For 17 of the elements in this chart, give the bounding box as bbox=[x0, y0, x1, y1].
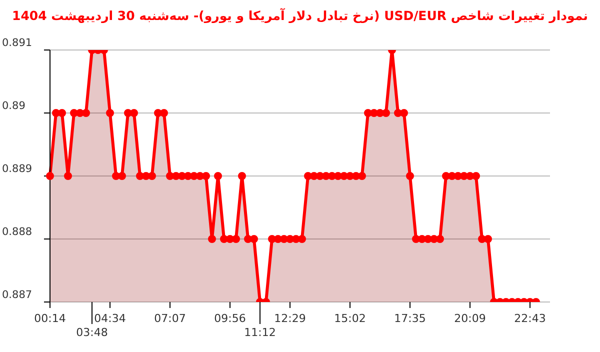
chart-title: نمودار تغییرات شاخص USD/EUR (نرخ تبادل دلار آمریکا و یورو)- سه‌شنبه 30 اردیبهشت 1404 bbox=[11, 8, 589, 23]
y-tick-label: 0.891 bbox=[2, 37, 32, 49]
x-tick-label: 17:35 bbox=[394, 312, 426, 325]
y-tick-label: 0.887 bbox=[2, 289, 32, 301]
x-tick-label: 09:56 bbox=[214, 312, 246, 325]
x-tick-label: 12:29 bbox=[274, 312, 306, 325]
x-tick-label: 03:48 bbox=[76, 326, 108, 339]
x-tick-label: 15:02 bbox=[334, 312, 366, 325]
y-tick-label: 0.889 bbox=[2, 163, 32, 175]
x-tick-label: 04:34 bbox=[94, 312, 126, 325]
y-tick-label: 0.888 bbox=[2, 226, 32, 238]
x-tick-label: 00:14 bbox=[34, 312, 66, 325]
y-tick-label: 0.89 bbox=[2, 100, 26, 112]
x-tick-label: 07:07 bbox=[154, 312, 186, 325]
x-tick-label: 11:12 bbox=[244, 326, 276, 339]
x-tick-label: 22:43 bbox=[514, 312, 546, 325]
x-tick-label: 20:09 bbox=[454, 312, 486, 325]
